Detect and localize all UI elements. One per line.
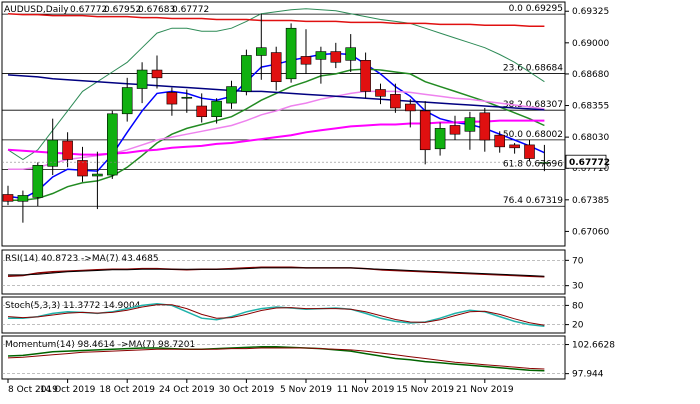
indicator-series-line: [7, 304, 545, 326]
current-price-label: 0.67772: [569, 158, 610, 168]
rsi-panel: RSI(14) 40.8723 ->MA(7) 43.4685 70 30: [1, 249, 584, 295]
x-tick-label: 14 Oct 2019: [40, 385, 96, 395]
price-panel-frame: [1, 1, 566, 247]
fib-level-label: 76.4 0.67319: [503, 196, 563, 206]
momentum-panel-frame: [1, 335, 566, 380]
candle-bear: [151, 69, 163, 79]
y-tick-label: 0.69000: [572, 39, 609, 49]
fib-level-label: 23.6 0.68684: [503, 64, 563, 74]
candle-bear: [77, 160, 88, 177]
candle-bull: [17, 195, 29, 202]
x-tick-label: 21 Nov 2019: [456, 385, 514, 395]
candle-bull: [539, 162, 550, 164]
candle-bull: [32, 165, 44, 198]
candle-bear: [509, 144, 520, 149]
y-tick-label: 0.69325: [572, 7, 609, 17]
indicator-tick-label: 20: [572, 321, 584, 331]
candle-bear: [270, 52, 282, 83]
x-tick-label: 5 Nov 2019: [280, 385, 332, 395]
stoch-panel: Stoch(5,3,3) 11.3772 14.9004 80 20: [1, 296, 584, 334]
candle-bear: [2, 194, 14, 202]
candle-bull: [285, 27, 297, 80]
ma-line-navy: [7, 74, 545, 111]
candle-bull: [181, 96, 193, 99]
ma-line-darkred: [7, 12, 545, 28]
momentum-title: Momentum(14) 98.4614 ->MA(7) 98.7201: [5, 340, 195, 350]
y-tick-label: 0.67710: [572, 164, 609, 174]
indicator-tick-label: 30: [572, 282, 584, 292]
candle-bear: [449, 125, 461, 135]
candle-bear: [390, 94, 401, 109]
indicator-series-line: [7, 266, 545, 278]
candle-bear: [479, 112, 491, 141]
candle-bull: [255, 47, 267, 56]
chart-header-high: 0.67952: [104, 5, 141, 15]
chart-header: AUDUSD,Daily 0.67772 0.67952 0.67683 0.6…: [4, 5, 209, 15]
indicator-tick-label: 97.944: [572, 370, 604, 380]
x-tick-label: 11 Nov 2019: [337, 385, 395, 395]
rsi-title: RSI(14) 40.8723 ->MA(7) 43.4685: [5, 254, 159, 264]
y-tick-label: 0.67385: [572, 196, 609, 206]
candle-bear: [524, 144, 535, 159]
candle-bull: [92, 173, 103, 177]
y-tick-label: 0.68680: [572, 70, 609, 80]
candle-bull: [315, 51, 327, 60]
chart-header-close: 0.67772: [172, 5, 209, 15]
chart-header-low: 0.67683: [138, 5, 175, 15]
candle-bull: [136, 69, 148, 89]
candle-bull: [211, 100, 222, 118]
chart-header-open: 0.67772: [70, 5, 107, 15]
fib-level-label: 38.2 0.68307: [503, 100, 563, 110]
indicator-series-line: [7, 346, 545, 372]
x-tick-label: 15 Nov 2019: [396, 385, 454, 395]
candle-bull: [464, 117, 476, 132]
y-tick-label: 0.68030: [572, 133, 609, 143]
candle-bear: [375, 89, 386, 97]
x-tick-label: 24 Oct 2019: [159, 385, 215, 395]
fib-level-label: 50.0 0.68002: [503, 130, 563, 140]
candle-bull: [107, 113, 118, 176]
candle-bull: [226, 86, 237, 104]
current-price-tag: [565, 154, 607, 169]
candle-bull: [121, 87, 133, 115]
fib-level-label: 61.8 0.67696: [503, 160, 563, 170]
candle-bear: [62, 140, 73, 160]
y-tick-label: 0.67060: [572, 227, 609, 237]
candle-bear: [330, 51, 342, 63]
stoch-title: Stoch(5,3,3) 11.3772 14.9004: [5, 301, 141, 311]
x-tick-label: 30 Oct 2019: [219, 385, 275, 395]
candle-bear: [196, 105, 207, 118]
indicator-tick-label: 102.6628: [572, 341, 615, 351]
indicator-series-line: [8, 267, 545, 277]
indicator-series-line: [7, 347, 545, 370]
chart-header-symbol: AUDUSD,Daily: [4, 5, 69, 15]
rsi-panel-frame: [1, 249, 566, 295]
candle-bear: [419, 110, 431, 151]
fib-level-label: 0.0 0.69295: [509, 4, 563, 14]
candle-bear: [404, 103, 416, 112]
candle-bear: [494, 134, 506, 148]
candle-bear: [166, 92, 178, 105]
momentum-panel: Momentum(14) 98.4614 ->MA(7) 98.7201 102…: [1, 335, 615, 380]
candle-bear: [300, 56, 312, 65]
candle-bull: [47, 139, 59, 167]
x-tick-label: 18 Oct 2019: [99, 385, 155, 395]
candle-bull: [241, 55, 252, 92]
stoch-panel-frame: [1, 296, 566, 334]
indicator-tick-label: 80: [572, 301, 584, 311]
candle-bear: [360, 60, 371, 92]
indicator-tick-label: 70: [572, 256, 584, 266]
x-tick-label: 8 Oct 2019: [8, 385, 58, 395]
y-tick-label: 0.68355: [572, 102, 609, 112]
candle-bull: [345, 47, 357, 61]
price-panel: 0.0 0.69295 23.6 0.68684 38.2 0.68307 50.0 …: [1, 1, 610, 247]
candle-bull: [434, 128, 446, 150]
